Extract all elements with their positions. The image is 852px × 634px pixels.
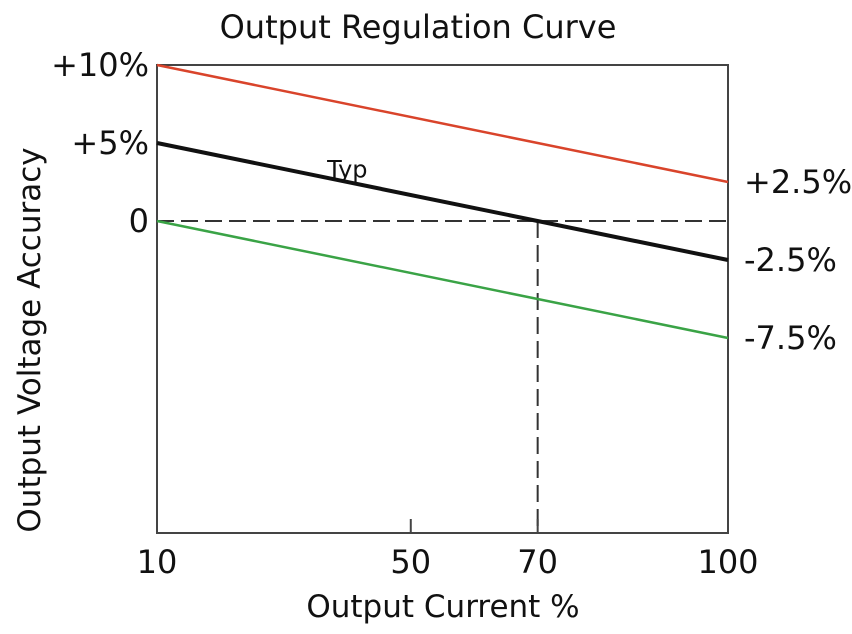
series-label: Typ [326,155,367,183]
reference-lines [157,220,728,533]
series-line-2 [156,219,729,340]
y-tick-label-left: +10% [51,46,149,84]
x-tick-label: 70 [517,543,558,581]
y-tick-label-left: +5% [71,124,149,162]
series-annotations: Typ [326,155,367,183]
y-tick-label-left: 0 [129,202,149,240]
plot-area: 10 50 70 100 +10% +5% 0 +2.5% -2.5% -7.5% Typ [51,46,852,581]
y-tick-label-right: -7.5% [744,319,837,357]
series-lines [156,63,729,340]
x-tick-label: 50 [390,543,431,581]
y-tick-label-right: +2.5% [744,163,852,201]
x-tick-label: 10 [137,543,178,581]
chart-title: Output Regulation Curve [220,8,617,46]
y-axis-label: Output Voltage Accuracy [12,147,48,532]
series-line-0 [156,63,729,184]
series-line-1 [156,141,729,262]
plot-frame [156,64,729,534]
y-axis-ticks: +10% +5% 0 +2.5% -2.5% -7.5% [51,46,852,357]
x-axis-label: Output Current % [306,589,579,625]
y-tick-label-right: -2.5% [744,241,837,279]
x-tick-label: 100 [697,543,758,581]
x-axis-ticks: 10 50 70 100 [137,519,759,581]
